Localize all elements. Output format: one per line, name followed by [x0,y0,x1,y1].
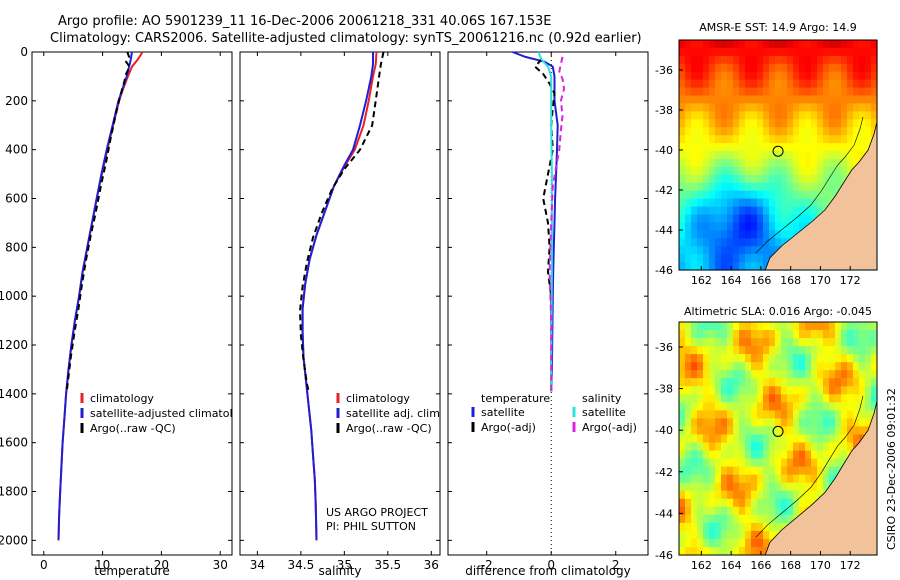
temperature-profile-panel: 0 200 400 600 800 1000 1200 1400 1600 1800 2000 0 10… [0,45,253,578]
sst-map-land [764,121,878,271]
difference-xlabel: difference from climatology [465,564,631,578]
sst-map-frame [678,39,878,271]
sla-map-ytick-label: -36 [655,341,673,354]
temperature-xlabel: temperature [94,564,169,578]
legend-sal-label: satellite [582,406,626,419]
salinity-axes-frame [239,51,441,556]
temperature-legend-label: climatology [90,392,154,405]
sla-map-ytick-label: -44 [655,507,673,520]
difference-series-sal-argo [548,56,566,392]
header-line-2: Climatology: CARS2006. Satellite-adjuste… [50,31,642,46]
sst-map-xtick-label: 168 [780,274,801,287]
legend-salinity-title: salinity [582,392,622,405]
legend-temp-label: satellite [481,406,525,419]
temperature-ytick-label: 1200 [0,338,28,352]
temperature-ytick-label: 2000 [0,533,28,547]
sla-map-xtick-label: 164 [721,559,742,572]
salinity-xtick-label: 34 [250,558,265,572]
salinity-xtick-label: 35.5 [374,558,401,572]
legend-temp-label: Argo(-adj) [481,421,536,434]
sst-map-xtick-label: 170 [810,274,831,287]
salinity-legend-label: climatology [346,392,410,405]
sla-map-ytick-label: -40 [655,424,673,437]
sst-map-ytick-label: -36 [655,64,673,77]
sla-map-frame [678,321,878,556]
sst-map-argo-marker [772,145,784,157]
sla-map-land [764,401,878,556]
temperature-ytick-label: 0 [20,45,28,59]
salinity-legend-label: Argo(..raw -QC) [346,422,432,435]
difference-series-temp-argo [533,58,556,392]
sst-map-ytick-label: -46 [655,264,673,277]
sst-map-xtick-label: 164 [721,274,742,287]
temperature-ytick-label: 400 [5,143,28,157]
temperature-ytick-label: 1000 [0,289,28,303]
sst-map-panel: AMSR-E SST: 14.9 Argo: 14.9 -36 -38 -40 -42 -… [655,21,878,287]
sst-map-ytick-label: -44 [655,224,673,237]
sla-map-xtick-label: 166 [750,559,771,572]
difference-legend: temperature salinitysatelliteArgo(-adj)sa… [471,392,637,434]
temperature-series-satellite [57,51,133,541]
sst-map-ytick-label: -40 [655,144,673,157]
sla-map-xtick-label: 168 [780,559,801,572]
sla-map-xtick-label: 172 [840,559,861,572]
temperature-legend-label: Argo(..raw -QC) [90,422,176,435]
salinity-legend: climatology satellite adj. clim. Argo(..ra… [336,392,443,435]
sst-map-xtick-label: 162 [691,274,712,287]
salinity-series-argo [298,51,385,392]
sst-map-ytick-label: -38 [655,104,673,117]
sla-map-argo-marker [772,425,784,437]
sla-map-ytick-label: -38 [655,383,673,396]
sla-map-ytick-label: -46 [655,549,673,562]
temperature-ytick-label: 200 [5,94,28,108]
temperature-legend: climatology satellite-adjusted climatolog… [80,392,253,435]
sst-map-ytick-label: -42 [655,184,673,197]
sla-map-title: Altimetric SLA: 0.016 Argo: -0.045 [684,305,872,318]
temperature-ytick-label: 600 [5,192,28,206]
pi-credit: PI: PHIL SUTTON [326,520,416,533]
salinity-xtick-label: 34.5 [288,558,315,572]
salinity-xtick-label: 36 [424,558,439,572]
difference-xtick-label: 0 [547,558,555,572]
sla-map-isobath [755,395,864,538]
temperature-xtick-label: 0 [40,558,48,572]
temperature-xtick-label: 10 [95,558,110,572]
temperature-ytick-label: 1800 [0,485,28,499]
temperature-xtick-label: 30 [213,558,228,572]
project-credit: US ARGO PROJECT [326,506,428,519]
sst-map-isobath [755,116,864,254]
salinity-xlabel: salinity [318,564,361,578]
temperature-ytick-label: 800 [5,240,28,254]
temperature-series-argo [65,51,131,392]
temperature-axes-frame [31,51,233,556]
temperature-ytick-label: 1600 [0,436,28,450]
salinity-profile-panel: 34 34.5 35 35.5 36 salinity climatology satelli… [239,51,443,578]
salinity-legend-label: satellite adj. clim. [346,407,443,420]
sst-map-xtick-label: 172 [840,274,861,287]
salinity-xtick-label: 35 [337,558,352,572]
timestamp-stamp: CSIRO 23-Dec-2006 09:01:32 [885,388,898,550]
sla-map-xtick-label: 162 [691,559,712,572]
difference-xtick-label: 2 [612,558,620,572]
temperature-xtick-label: 20 [154,558,169,572]
sst-map-title: AMSR-E SST: 14.9 Argo: 14.9 [699,21,857,34]
temperature-ytick-label: 1400 [0,387,28,401]
sst-map-xtick-label: 166 [750,274,771,287]
difference-xtick-label: -2 [481,558,493,572]
salinity-series-satellite [301,52,374,541]
temperature-legend-label: satellite-adjusted climatology [90,407,253,420]
sla-map-ytick-label: -42 [655,466,673,479]
legend-sal-label: Argo(-adj) [582,421,637,434]
header-line-1: Argo profile: AO 5901239_11 16-Dec-2006 … [58,14,552,29]
sla-map-xtick-label: 170 [810,559,831,572]
sla-map-panel: Altimetric SLA: 0.016 Argo: -0.045 -36 -38… [655,305,878,572]
difference-axes-frame [447,51,649,556]
legend-temperature-title: temperature [481,392,550,405]
